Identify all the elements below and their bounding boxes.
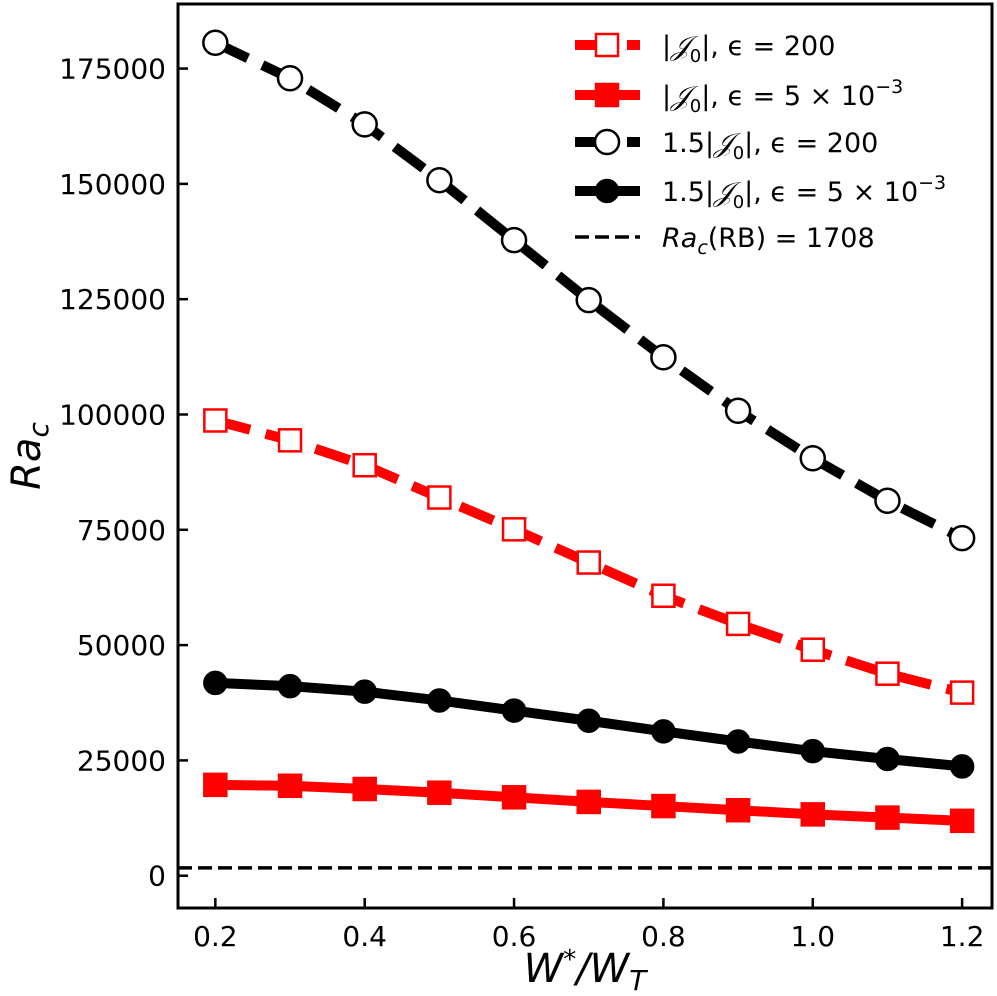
legend-label-3: 1.5|𝒥0|, ϵ = 200 — [662, 128, 878, 164]
series-1-point — [576, 550, 601, 575]
series-1-point — [277, 428, 303, 453]
series-2-point — [725, 797, 751, 823]
series-1-point — [725, 611, 751, 637]
series-4-point — [277, 673, 303, 699]
x-tick-label: 1.0 — [791, 920, 836, 953]
series-1-point — [949, 680, 975, 705]
series-3-point — [948, 524, 976, 552]
series-3-point — [874, 487, 901, 514]
series-4-point — [427, 688, 452, 713]
series-4-point — [651, 719, 676, 744]
y-tick-label: 100000 — [59, 398, 166, 431]
series-4-point — [203, 670, 228, 696]
series-2-point — [949, 808, 975, 834]
y-tick-label: 50000 — [77, 629, 166, 662]
series-3-point — [202, 29, 229, 56]
series-1-point — [203, 408, 228, 433]
legend-marker-3 — [593, 128, 621, 156]
series-1-point — [651, 583, 676, 609]
x-tick-label: 0.8 — [641, 920, 686, 953]
series-1-point — [875, 661, 900, 686]
x-axis-label: W*/WT — [524, 945, 649, 996]
series-2-point — [277, 773, 303, 799]
series-4-point — [725, 729, 751, 754]
series-4-point — [576, 708, 601, 733]
series-1-point — [352, 452, 377, 478]
legend-marker-4 — [594, 178, 620, 204]
x-tick-label: 1.2 — [940, 920, 985, 953]
y-tick-label: 150000 — [59, 168, 166, 201]
series-1-point — [501, 517, 527, 542]
y-tick-label: 75000 — [77, 514, 166, 547]
legend-marker-1 — [594, 32, 620, 58]
series-2-point — [800, 802, 826, 827]
y-tick-label: 125000 — [59, 283, 166, 316]
series-2-point — [427, 780, 452, 805]
series-3-point — [650, 344, 677, 371]
series-2-point — [651, 793, 676, 819]
series-2-point — [352, 776, 377, 802]
x-tick-label: 0.6 — [492, 920, 537, 953]
series-2-point — [875, 805, 900, 830]
series-4-point — [352, 679, 377, 704]
series-1-point — [427, 485, 452, 510]
legend-label-1: |𝒥0|, ϵ = 200 — [662, 31, 835, 67]
y-tick-label: 175000 — [59, 53, 166, 86]
y-axis-label: Rac — [4, 422, 55, 490]
series-3-point — [575, 286, 602, 314]
series-2-point — [203, 772, 228, 798]
y-tick-label: 25000 — [77, 744, 166, 777]
plot-frame — [176, 2, 994, 910]
series-line-3 — [213, 38, 965, 543]
y-tick-label: 0 — [148, 860, 166, 893]
series-2-point — [501, 785, 527, 810]
legend-marker-2 — [594, 82, 620, 108]
series-line-1 — [214, 415, 964, 698]
series-4-point — [800, 738, 826, 764]
series-3-point — [351, 111, 378, 138]
series-3-point — [724, 397, 752, 425]
series-1-point — [800, 637, 826, 662]
legend-label-5: Rac(RB) = 1708 — [662, 223, 875, 259]
series-3-point — [276, 65, 304, 92]
legend-label-4: 1.5|𝒥0|, ϵ = 5 × 10−3 — [662, 172, 946, 213]
series-4-point — [949, 754, 975, 779]
x-tick-label: 0.4 — [342, 920, 387, 953]
series-4-point — [501, 698, 527, 723]
series-2-point — [576, 789, 601, 815]
x-tick-label: 0.2 — [193, 920, 238, 953]
series-4-point — [875, 746, 900, 772]
series-3-point — [426, 166, 453, 194]
series-3-point — [500, 226, 528, 254]
series-3-point — [799, 445, 827, 472]
